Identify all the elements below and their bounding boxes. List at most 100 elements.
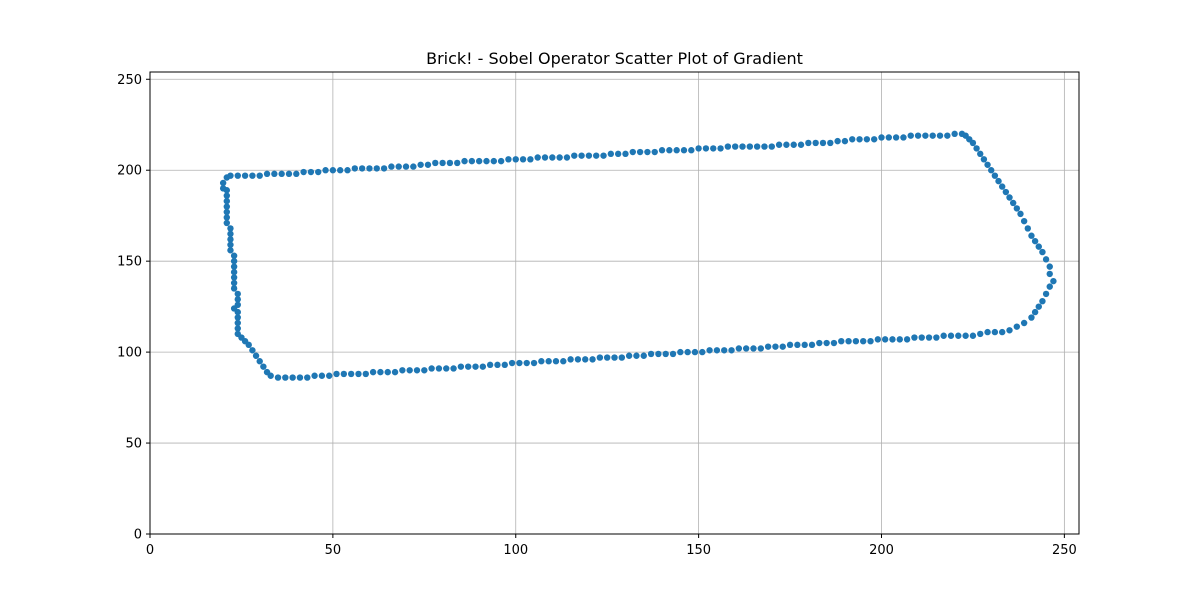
data-point (571, 152, 578, 159)
data-point (1035, 243, 1042, 250)
data-point (622, 150, 629, 158)
data-point (838, 337, 845, 345)
data-point (227, 230, 234, 238)
data-point (790, 141, 797, 148)
data-point (468, 157, 476, 165)
data-point (633, 352, 640, 359)
data-point (856, 136, 863, 143)
data-point (289, 374, 296, 381)
data-point (1024, 225, 1031, 232)
data-point (223, 197, 231, 205)
data-point (457, 363, 465, 370)
data-point (223, 192, 231, 199)
data-point (223, 214, 231, 221)
data-point (230, 257, 238, 265)
data-point (710, 145, 717, 152)
data-point (380, 165, 388, 172)
data-point (603, 354, 611, 361)
data-point (640, 352, 647, 359)
data-point (922, 132, 929, 139)
data-point (1039, 297, 1046, 305)
data-point (812, 139, 819, 147)
data-point (435, 365, 443, 372)
data-point (271, 170, 278, 178)
data-point (940, 332, 947, 339)
data-point (241, 172, 249, 179)
data-point (230, 285, 238, 292)
data-point (742, 345, 750, 352)
data-point (336, 167, 344, 174)
data-point (1013, 205, 1021, 212)
data-point (936, 132, 944, 139)
data-point (223, 208, 231, 216)
data-point (227, 241, 234, 248)
data-point (808, 341, 816, 349)
data-point (845, 337, 852, 345)
data-point (486, 361, 494, 369)
data-point (417, 161, 424, 168)
data-point (227, 225, 234, 232)
data-point (757, 345, 764, 352)
data-point (860, 337, 867, 345)
data-point (260, 363, 267, 370)
data-point (475, 157, 483, 165)
data-point (973, 145, 980, 152)
data-point (402, 163, 410, 170)
data-point (867, 337, 874, 345)
data-point (1031, 308, 1039, 316)
data-point (969, 139, 977, 147)
data-point (227, 247, 234, 254)
data-point (816, 339, 823, 347)
data-point (998, 183, 1006, 190)
data-point (753, 143, 761, 150)
data-point (892, 134, 900, 141)
data-point (223, 219, 231, 227)
data-point (454, 159, 461, 167)
data-points (219, 130, 1057, 381)
data-point (391, 368, 399, 376)
data-point (315, 168, 322, 176)
data-point (538, 358, 545, 365)
data-point (582, 356, 589, 363)
data-point (666, 147, 673, 154)
data-point (256, 358, 263, 365)
data-point (223, 187, 231, 194)
data-point (278, 170, 285, 178)
data-point (249, 347, 256, 354)
data-point (479, 363, 487, 370)
data-point (501, 361, 508, 369)
data-point (234, 172, 241, 179)
data-point (1028, 232, 1035, 239)
data-point (318, 372, 326, 379)
data-point (977, 150, 984, 158)
data-point (527, 156, 534, 163)
data-point (691, 348, 699, 356)
data-point (230, 263, 238, 270)
data-point (556, 154, 563, 161)
data-point (461, 157, 468, 165)
data-point (593, 152, 600, 159)
data-point (274, 374, 282, 381)
data-point (1020, 217, 1028, 225)
data-point (530, 359, 538, 367)
data-point (446, 159, 454, 167)
data-point (896, 336, 903, 343)
data-point (629, 148, 636, 156)
data-point (362, 370, 369, 378)
data-point (567, 356, 574, 363)
data-point (421, 367, 428, 374)
data-point (870, 136, 878, 143)
y-tick-label: 200 (117, 164, 142, 179)
data-point (369, 368, 377, 376)
data-point (688, 147, 695, 154)
data-point (1042, 256, 1050, 263)
data-point (523, 359, 530, 367)
data-point (819, 139, 827, 147)
data-point (764, 343, 772, 350)
data-point (234, 301, 241, 309)
data-point (768, 143, 775, 150)
data-point (695, 145, 702, 152)
data-point (991, 172, 999, 179)
data-point (841, 137, 849, 145)
